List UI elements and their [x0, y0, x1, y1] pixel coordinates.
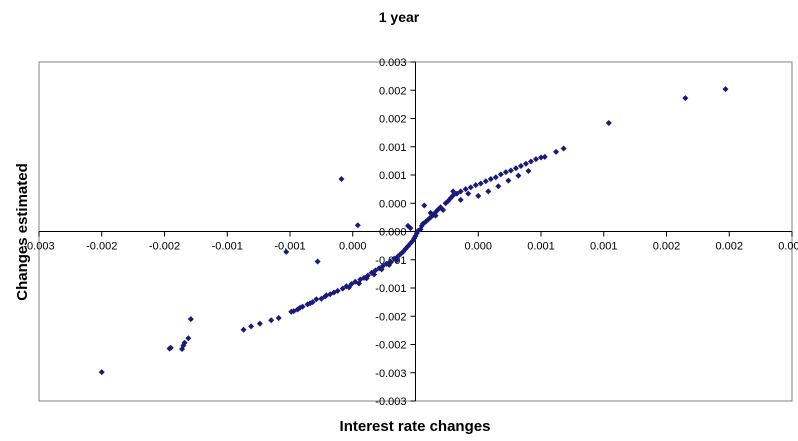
- x-tick-label: 0.002: [653, 241, 681, 253]
- data-point: [605, 120, 612, 127]
- data-point: [682, 95, 689, 102]
- data-point: [485, 188, 492, 195]
- chart-title: 1 year: [379, 9, 420, 25]
- data-point: [314, 258, 321, 265]
- y-tick-label: 0.000: [379, 198, 407, 210]
- data-point: [345, 284, 352, 291]
- data-point: [307, 300, 314, 307]
- data-point: [354, 222, 361, 229]
- data-point: [275, 314, 282, 321]
- data-point: [339, 285, 346, 292]
- data-point: [450, 188, 457, 195]
- data-point: [440, 207, 447, 214]
- y-tick-label: -0.003: [375, 396, 406, 408]
- data-point: [283, 248, 290, 255]
- x-tick-label: 0.001: [590, 241, 618, 253]
- data-point: [386, 261, 393, 268]
- data-point: [515, 172, 522, 179]
- x-tick-label: 0.002: [715, 241, 743, 253]
- data-point: [502, 169, 509, 176]
- data-point: [475, 192, 482, 199]
- y-tick-label: -0.001: [375, 283, 406, 295]
- x-tick-label: 0.001: [527, 241, 555, 253]
- data-point: [187, 316, 194, 323]
- data-point: [427, 209, 434, 216]
- data-point: [525, 168, 532, 175]
- data-point: [482, 178, 489, 185]
- x-tick-label: -0.002: [86, 241, 117, 253]
- data-point: [472, 182, 479, 189]
- data-point: [356, 280, 363, 287]
- data-point: [181, 339, 188, 346]
- data-point: [313, 296, 320, 303]
- data-point: [407, 225, 414, 232]
- data-point: [457, 196, 464, 203]
- data-point: [522, 160, 529, 167]
- y-tick-label: 0.001: [379, 170, 407, 182]
- data-point: [517, 162, 524, 169]
- y-axis-title: Changes estimated: [14, 163, 31, 301]
- x-tick-label: 0.000: [464, 241, 492, 253]
- x-axis-title: Interest rate changes: [340, 418, 491, 435]
- data-point: [297, 304, 304, 311]
- points-layer: [98, 86, 729, 376]
- data-point: [467, 184, 474, 191]
- data-point: [393, 257, 400, 264]
- x-tick-label: -0.001: [274, 241, 305, 253]
- data-point: [338, 175, 345, 182]
- data-point: [492, 174, 499, 181]
- data-point: [477, 180, 484, 187]
- x-tick-label: -0.003: [23, 241, 54, 253]
- data-point: [457, 188, 464, 195]
- data-point: [507, 167, 514, 174]
- x-tick-label: 0.003: [778, 241, 798, 253]
- x-tick-label: -0.001: [212, 241, 243, 253]
- data-point: [256, 320, 263, 327]
- x-tick-label: 0.000: [339, 241, 367, 253]
- data-point: [268, 317, 275, 324]
- data-point: [462, 186, 469, 193]
- data-point: [421, 202, 428, 209]
- data-point: [538, 154, 544, 161]
- data-point: [330, 289, 337, 296]
- data-point: [527, 158, 534, 165]
- data-point: [497, 171, 504, 178]
- y-tick-label: 0.002: [379, 85, 407, 97]
- data-point: [453, 190, 460, 197]
- data-point: [98, 369, 105, 376]
- data-point: [722, 86, 729, 93]
- data-point: [505, 177, 512, 184]
- data-point: [541, 153, 548, 160]
- data-point: [512, 165, 519, 172]
- y-tick-label: -0.003: [375, 368, 406, 380]
- data-point: [240, 326, 247, 333]
- x-tick-label: -0.002: [149, 241, 180, 253]
- y-tick-label: 0.001: [379, 142, 407, 154]
- data-point: [318, 295, 325, 302]
- data-point: [532, 156, 539, 163]
- y-tick-label: -0.002: [375, 340, 406, 352]
- y-tick-label: 0.003: [379, 57, 407, 69]
- data-point: [371, 271, 378, 278]
- data-point: [487, 175, 494, 182]
- data-point: [432, 212, 439, 219]
- data-point: [248, 323, 255, 330]
- data-point: [465, 190, 472, 197]
- data-point: [495, 183, 502, 190]
- data-point: [560, 145, 567, 152]
- y-tick-label: -0.002: [375, 311, 406, 323]
- data-point: [363, 275, 370, 282]
- data-point: [323, 292, 330, 299]
- y-tick-label: 0.002: [379, 114, 407, 126]
- data-point: [167, 344, 174, 351]
- y-tick-label: 0.000: [379, 227, 407, 239]
- data-point: [185, 335, 192, 342]
- data-point: [378, 266, 385, 273]
- data-point: [553, 148, 560, 155]
